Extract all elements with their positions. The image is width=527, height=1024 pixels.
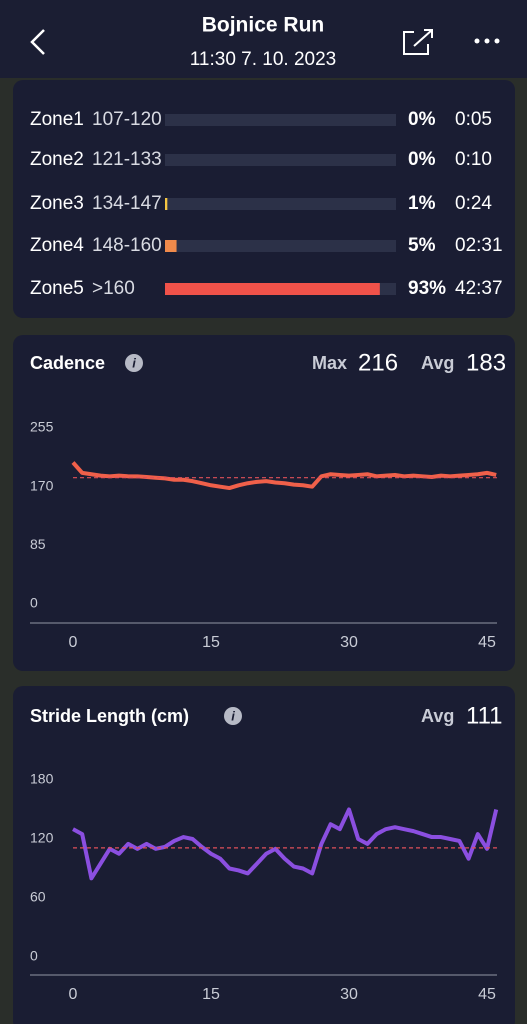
y-tick-label: 170	[30, 477, 54, 493]
y-tick-label: 255	[30, 419, 54, 435]
zone-range: 134-147	[92, 193, 162, 214]
zones: Zone1 107-120 0% 0:05 Zone2 121-133 0% 0:10 Zone…	[30, 109, 503, 299]
zone-bar-track	[165, 114, 396, 126]
avg-label: Avg	[421, 353, 454, 373]
zone-bar	[165, 240, 177, 252]
x-tick-label: 0	[69, 986, 78, 1003]
y-tick-label: 180	[30, 771, 54, 787]
zone-time: 0:10	[455, 149, 492, 170]
x-tick-label: 30	[340, 634, 358, 651]
zone-bar	[165, 283, 380, 295]
x-tick-label: 15	[202, 986, 220, 1003]
max-value: 216	[358, 349, 398, 376]
cadence-card	[13, 335, 515, 671]
charts: Cadence i Max 216 Avg 183 0 85 170 255 0 15 30 45 Stri…	[30, 349, 506, 1003]
zone-bar-track	[165, 240, 396, 252]
y-tick-label: 60	[30, 889, 46, 905]
zone-percent: 1%	[408, 193, 436, 214]
menu-button[interactable]	[474, 38, 500, 44]
zone-range: >160	[92, 278, 135, 299]
zone-name: Zone1	[30, 109, 84, 130]
zone-percent: 0%	[408, 109, 436, 130]
zone-bar-track	[165, 198, 396, 210]
title: Bojnice Run	[202, 14, 325, 37]
zone-bar-track	[165, 154, 396, 166]
back-button[interactable]	[30, 29, 45, 55]
zone-time: 42:37	[455, 278, 503, 299]
share-button[interactable]	[403, 29, 433, 55]
zone-range: 121-133	[92, 149, 162, 170]
zone-time: 0:05	[455, 109, 492, 130]
top-bar	[0, 0, 527, 78]
y-tick-label: 0	[30, 948, 38, 964]
chart-title: Cadence	[30, 353, 105, 373]
avg-value: 183	[466, 349, 506, 376]
max-label: Max	[312, 353, 347, 373]
zone-percent: 5%	[408, 235, 436, 256]
x-tick-label: 0	[69, 634, 78, 651]
data-line	[72, 807, 499, 881]
x-tick-label: 30	[340, 986, 358, 1003]
info-i: i	[132, 355, 136, 370]
y-tick-label: 0	[30, 595, 38, 611]
y-tick-label: 120	[30, 830, 54, 846]
zone-time: 0:24	[455, 193, 492, 214]
info-icon[interactable]	[125, 354, 143, 372]
zone-name: Zone2	[30, 149, 84, 170]
zone-time: 02:31	[455, 235, 503, 256]
zone-percent: 0%	[408, 149, 436, 170]
data-line	[71, 461, 497, 491]
zone-percent: 93%	[408, 278, 446, 299]
avg-value: 111	[466, 702, 502, 729]
x-tick-label: 45	[478, 634, 496, 651]
y-tick-label: 85	[30, 536, 46, 552]
avg-label: Avg	[421, 706, 454, 726]
zone-bar	[165, 198, 168, 210]
zone-name: Zone5	[30, 278, 84, 299]
chart-title: Stride Length (cm)	[30, 706, 189, 726]
info-i: i	[231, 708, 235, 723]
zone-name: Zone4	[30, 235, 84, 256]
zone-range: 148-160	[92, 235, 162, 256]
info-icon[interactable]	[224, 707, 242, 725]
x-tick-label: 45	[478, 986, 496, 1003]
x-tick-label: 15	[202, 634, 220, 651]
subtitle: 11:30 7. 10. 2023	[190, 49, 337, 70]
zone-range: 107-120	[92, 109, 162, 130]
zone-name: Zone3	[30, 193, 84, 214]
